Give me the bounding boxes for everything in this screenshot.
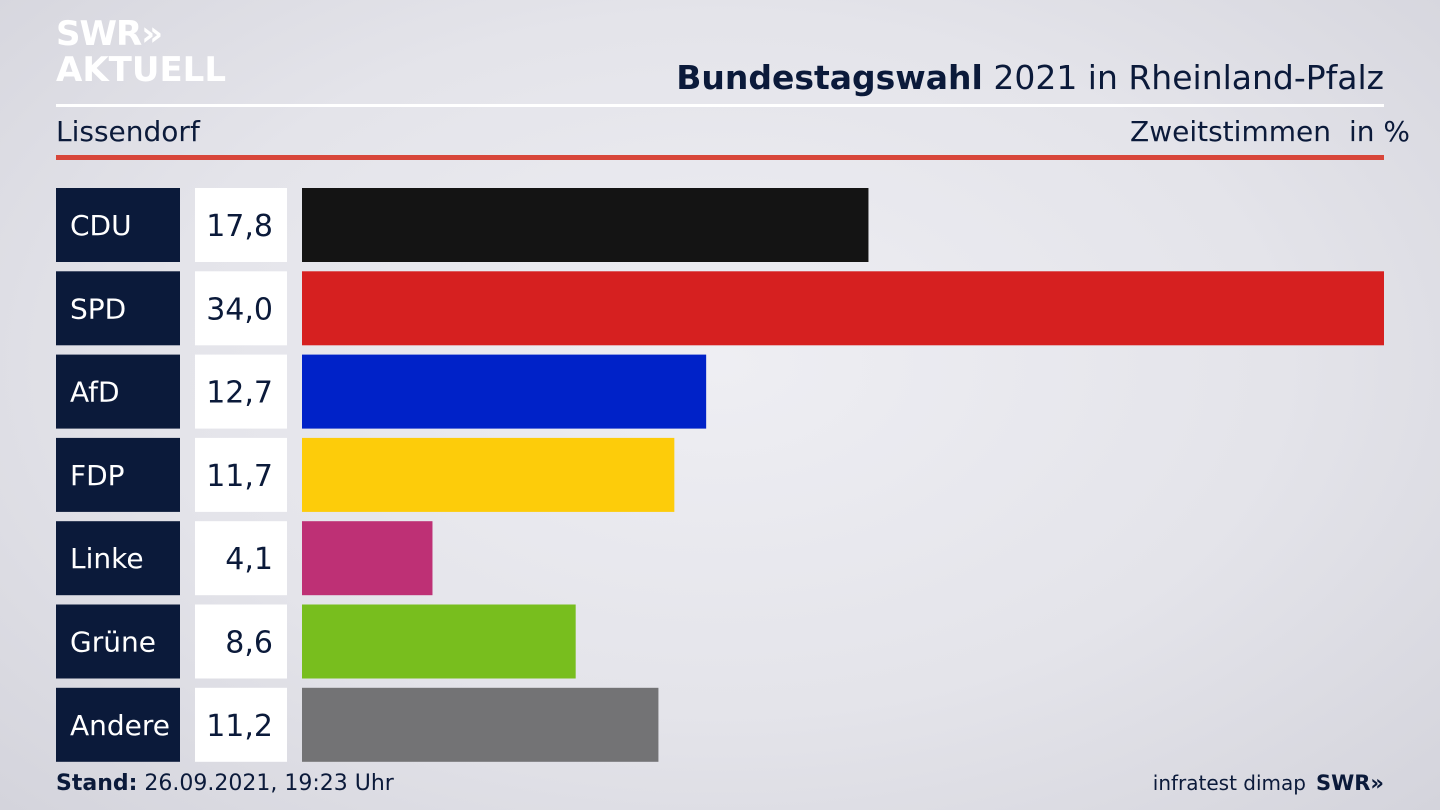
party-label-box (56, 521, 180, 596)
bar-afd (302, 354, 707, 429)
timestamp: Stand: 26.09.2021, 19:23 Uhr (56, 771, 394, 796)
value-box (195, 271, 287, 346)
bar-grüne (302, 604, 576, 679)
bar-linke (302, 521, 433, 596)
party-label-box (56, 271, 180, 346)
value-box (195, 188, 287, 262)
stand-value: 26.09.2021, 19:23 Uhr (137, 771, 394, 796)
chart-title: Bundestagswahl 2021 in Rheinland-Pfalz (676, 58, 1384, 97)
accent-divider (56, 155, 1384, 160)
value-box (195, 521, 287, 596)
logo-aktuell: AKTUELL (56, 50, 227, 90)
logo-swr: SWR» (56, 14, 163, 54)
value-box (195, 687, 287, 762)
party-label: Linke (70, 542, 144, 575)
value-label: 17,8 (206, 209, 273, 244)
header-divider (56, 104, 1384, 107)
party-label-box (56, 437, 180, 512)
bar-fdp (302, 437, 675, 512)
value-box (195, 437, 287, 512)
party-label: Grüne (70, 626, 156, 659)
party-label: FDP (70, 459, 125, 492)
bar-cdu (302, 188, 869, 262)
metric-name: Zweitstimmen (1130, 115, 1331, 148)
party-label-box (56, 604, 180, 679)
value-label: 12,7 (206, 376, 273, 411)
value-box (195, 354, 287, 429)
value-label: 34,0 (206, 292, 273, 327)
source-credit: infratest dimap SWR» (1153, 771, 1384, 795)
broadcaster-logo: SWR» (1315, 771, 1384, 795)
party-label: AfD (70, 376, 120, 409)
metric-label: Zweitstimmen in % (1130, 115, 1410, 148)
value-label: 8,6 (225, 626, 273, 661)
source-label: infratest dimap (1152, 771, 1306, 795)
value-label: 4,1 (225, 542, 273, 577)
bar-andere (302, 687, 659, 762)
swr-aktuell-logo: SWR» AKTUELL (56, 16, 226, 88)
title-rest: 2021 in Rheinland-Pfalz (982, 58, 1384, 97)
stand-label: Stand: (56, 771, 138, 796)
title-bold: Bundestagswahl (676, 58, 983, 97)
unit-label: in % (1348, 115, 1410, 148)
party-label: CDU (70, 209, 132, 242)
party-label: SPD (70, 292, 126, 325)
value-label: 11,2 (206, 709, 273, 744)
value-label: 11,7 (206, 459, 273, 494)
party-label: Andere (70, 709, 170, 742)
region-label: Lissendorf (56, 115, 200, 148)
party-label-box (56, 188, 180, 262)
party-label-box (56, 354, 180, 429)
value-box (195, 604, 287, 679)
party-label-box (56, 687, 180, 762)
bar-spd (302, 271, 1384, 346)
